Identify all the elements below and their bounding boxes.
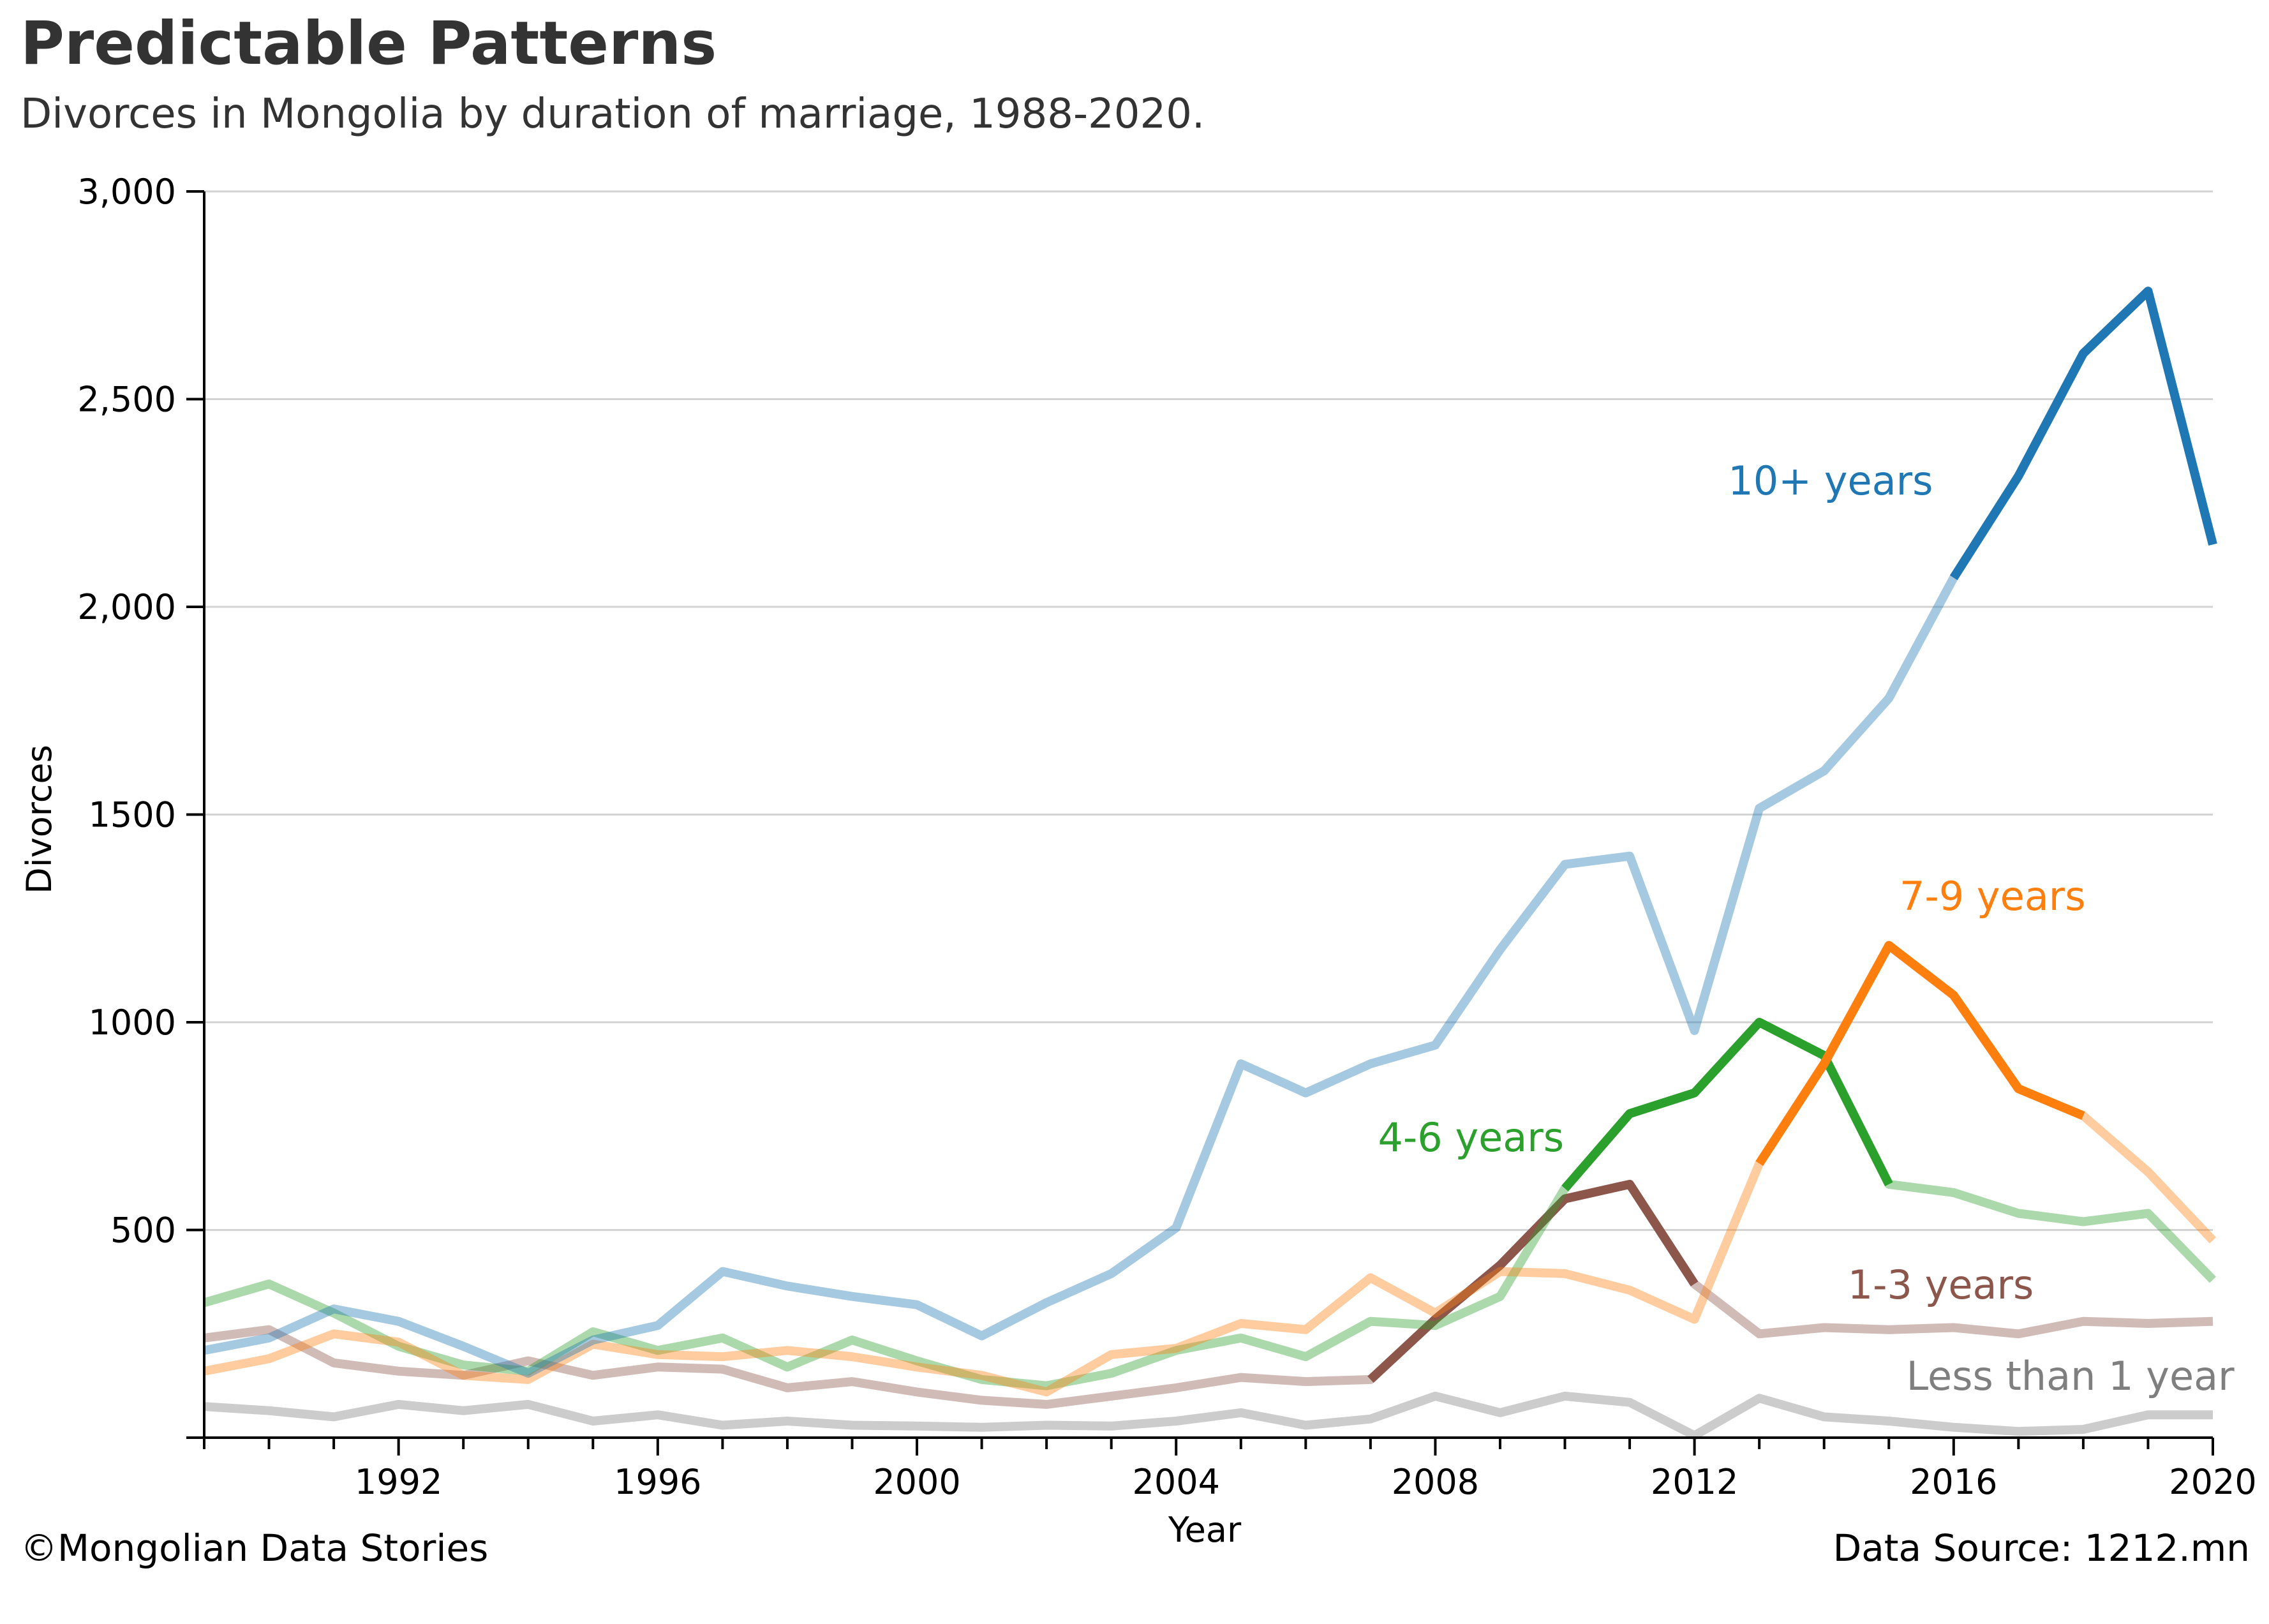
x-tick-label: 2008	[1392, 1462, 1479, 1502]
x-tick-label: 1992	[355, 1462, 442, 1502]
y-tick-label: 1500	[89, 795, 176, 835]
series-line-faded	[204, 1391, 2213, 1440]
series-line-highlight	[1755, 941, 2085, 1166]
x-tick-label: 2012	[1651, 1462, 1738, 1502]
series-annotations: 10+ years 7-9 years 4-6 years 1-3 years Less…	[1378, 458, 2235, 1399]
x-tick-label: 2020	[2169, 1462, 2256, 1502]
footer-credit: ©Mongolian Data Stories	[20, 1526, 489, 1570]
series-line-highlight	[1949, 287, 2217, 581]
x-axis: 1992 1996 2000 2004 2008 2012 2016 2020	[203, 1436, 2257, 1502]
chart-title: Predictable Patterns	[20, 9, 717, 78]
series-10-years	[203, 287, 2217, 1378]
series-annotation: 10+ years	[1728, 458, 1933, 504]
series-less-than-1-year	[204, 1391, 2213, 1440]
y-axis-label: Divorces	[19, 745, 59, 894]
series-lines	[203, 287, 2217, 1440]
y-tick-label: 2,500	[77, 380, 176, 420]
series-line-highlight	[1561, 1018, 1893, 1191]
series-7-9-years	[203, 941, 2217, 1397]
x-tick-label: 1996	[614, 1462, 701, 1502]
chart-subtitle: Divorces in Mongolia by duration of marr…	[20, 91, 1205, 138]
footer-source: Data Source: 1212.mn	[1833, 1526, 2250, 1570]
series-annotation: Less than 1 year	[1907, 1353, 2235, 1399]
series-annotation: 7-9 years	[1900, 873, 2086, 920]
x-tick-label: 2016	[1910, 1462, 1997, 1502]
y-tick-label: 500	[110, 1211, 176, 1251]
series-line-faded	[203, 287, 2217, 1378]
series-line-faded	[204, 1179, 2213, 1409]
y-tick-label: 3,000	[77, 172, 176, 212]
x-tick-label: 2004	[1133, 1462, 1220, 1502]
series-1-3-years	[204, 1179, 2213, 1409]
gridlines	[204, 190, 2213, 1231]
series-line-highlight	[1367, 1179, 1699, 1383]
series-annotation: 1-3 years	[1848, 1262, 2034, 1308]
series-4-6-years	[203, 1018, 2217, 1390]
y-axis: 500 1000 1500 2,000 2,500 3,000	[77, 172, 205, 1439]
y-tick-label: 1000	[89, 1002, 176, 1043]
x-axis-label: Year	[1168, 1510, 1242, 1550]
series-annotation: 4-6 years	[1378, 1114, 1564, 1161]
x-tick-label: 2000	[873, 1462, 960, 1502]
y-tick-label: 2,000	[77, 587, 176, 627]
